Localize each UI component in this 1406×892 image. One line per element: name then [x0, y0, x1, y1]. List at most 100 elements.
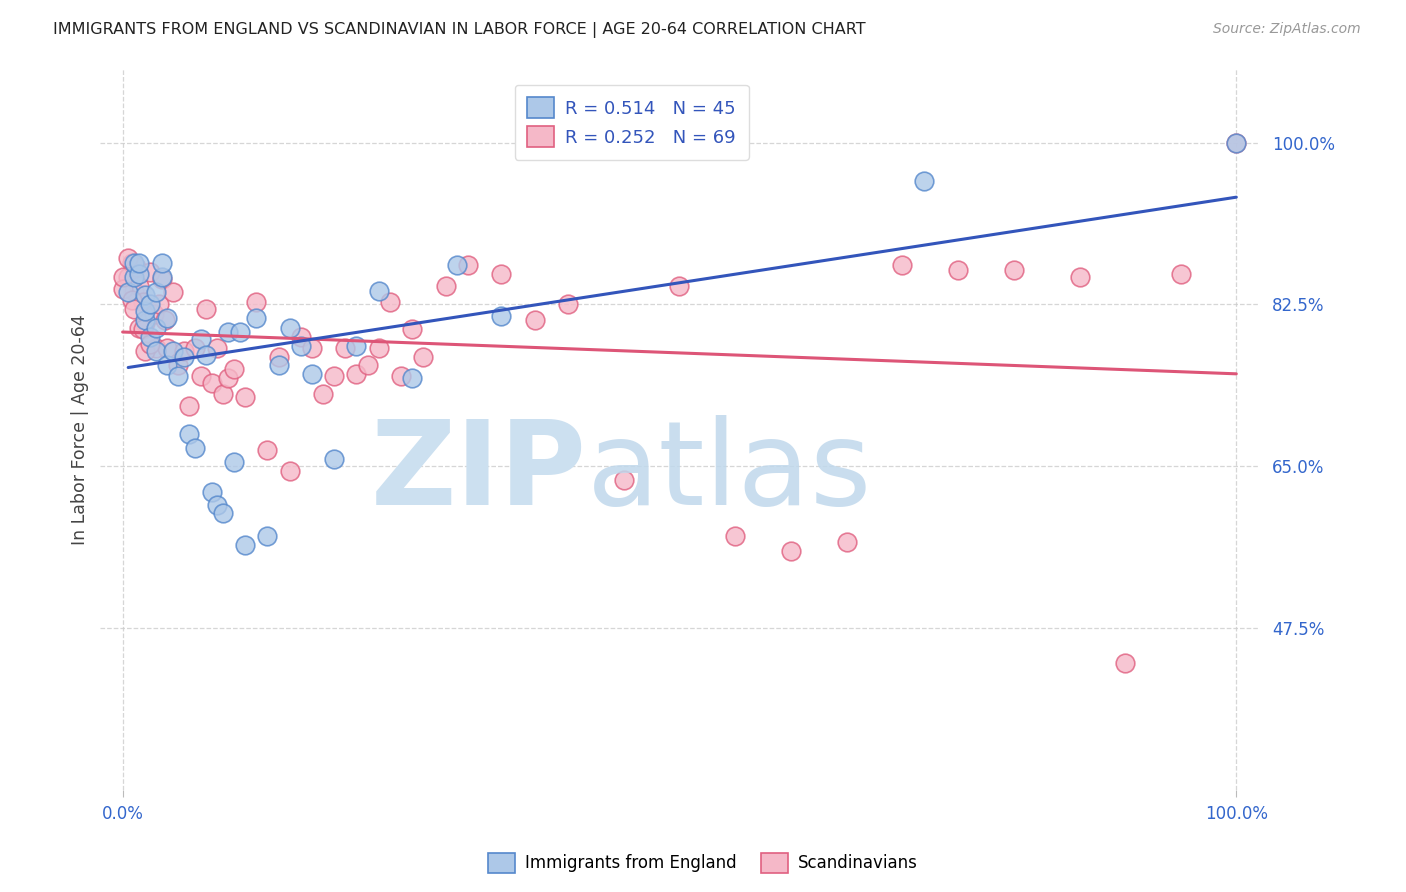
Point	[145, 341, 167, 355]
Point	[131, 294, 153, 309]
Point	[346, 339, 368, 353]
Point	[724, 529, 747, 543]
Point	[323, 368, 346, 383]
Point	[491, 310, 513, 324]
Point	[139, 330, 162, 344]
Point	[434, 279, 457, 293]
Point	[779, 544, 801, 558]
Point	[356, 358, 378, 372]
Point	[195, 302, 218, 317]
Point	[190, 332, 212, 346]
Point	[217, 371, 239, 385]
Point	[401, 371, 423, 385]
Point	[195, 348, 218, 362]
Point	[142, 307, 165, 321]
Point	[139, 297, 162, 311]
Point	[835, 535, 858, 549]
Point	[134, 288, 156, 302]
Point	[134, 316, 156, 330]
Point	[946, 263, 969, 277]
Point	[401, 322, 423, 336]
Point	[914, 174, 936, 188]
Point	[1170, 267, 1192, 281]
Point	[190, 368, 212, 383]
Point	[301, 341, 323, 355]
Point	[222, 455, 245, 469]
Point	[173, 343, 195, 358]
Point	[134, 343, 156, 358]
Point	[491, 267, 513, 281]
Point	[228, 325, 250, 339]
Point	[156, 341, 179, 355]
Point	[179, 399, 201, 413]
Point	[1114, 656, 1136, 670]
Point	[301, 367, 323, 381]
Point	[201, 485, 224, 500]
Point	[145, 343, 167, 358]
Point	[233, 538, 256, 552]
Point	[134, 304, 156, 318]
Point	[267, 358, 290, 372]
Point	[162, 285, 184, 300]
Point	[167, 358, 190, 372]
Point	[245, 294, 267, 309]
Point	[346, 367, 368, 381]
Point	[207, 341, 229, 355]
Y-axis label: In Labor Force | Age 20-64: In Labor Force | Age 20-64	[72, 314, 89, 545]
Point	[173, 350, 195, 364]
Point	[139, 265, 162, 279]
Point	[278, 320, 301, 334]
Point	[131, 322, 153, 336]
Point	[122, 284, 145, 298]
Text: ZIP: ZIP	[371, 415, 586, 530]
Point	[1225, 136, 1247, 150]
Point	[290, 330, 312, 344]
Point	[256, 442, 278, 457]
Point	[128, 279, 150, 293]
Point	[121, 256, 143, 270]
Point	[1069, 269, 1091, 284]
Point	[153, 313, 176, 327]
Point	[156, 358, 179, 372]
Point	[323, 452, 346, 467]
Point	[139, 337, 162, 351]
Point	[122, 302, 145, 317]
Point	[256, 529, 278, 543]
Point	[117, 285, 139, 300]
Point	[145, 285, 167, 300]
Point	[446, 258, 468, 272]
Point	[367, 341, 389, 355]
Point	[121, 293, 143, 307]
Point	[891, 258, 914, 272]
Point	[117, 269, 139, 284]
Point	[457, 258, 479, 272]
Point	[184, 341, 207, 355]
Point	[222, 362, 245, 376]
Point	[156, 311, 179, 326]
Point	[128, 267, 150, 281]
Point	[201, 376, 224, 390]
Point	[233, 390, 256, 404]
Point	[117, 251, 139, 265]
Point	[312, 387, 335, 401]
Point	[245, 311, 267, 326]
Point	[668, 279, 690, 293]
Point	[212, 387, 235, 401]
Point	[148, 297, 170, 311]
Point	[125, 260, 148, 275]
Point	[212, 506, 235, 520]
Point	[367, 284, 389, 298]
Point	[134, 313, 156, 327]
Point	[207, 498, 229, 512]
Point	[1225, 136, 1247, 150]
Point	[150, 269, 173, 284]
Point	[217, 325, 239, 339]
Point	[128, 256, 150, 270]
Point	[184, 441, 207, 455]
Point	[1002, 263, 1025, 277]
Point	[122, 256, 145, 270]
Point	[150, 272, 173, 286]
Point	[335, 341, 357, 355]
Text: atlas: atlas	[586, 415, 872, 530]
Point	[290, 339, 312, 353]
